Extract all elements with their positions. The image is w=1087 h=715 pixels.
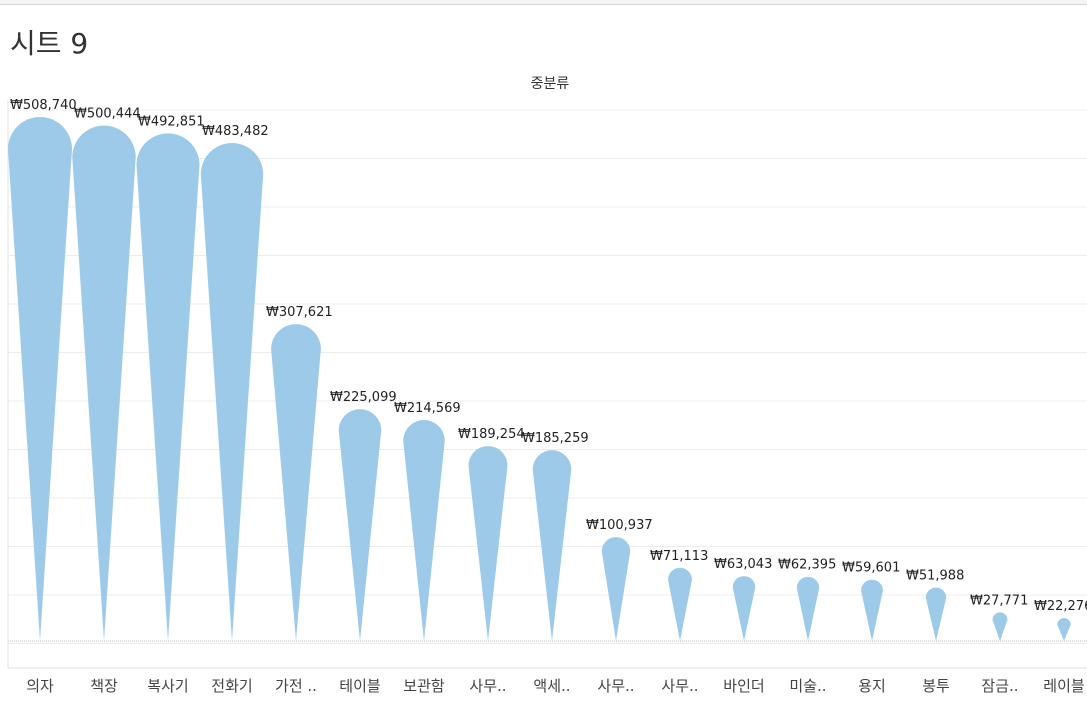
value-label: ₩51,988 [906, 568, 964, 583]
teardrop-mark[interactable] [8, 117, 72, 641]
category-label: 전화기 [211, 677, 252, 695]
category-label: 액세.. [533, 677, 570, 695]
value-label: ₩63,043 [714, 557, 772, 572]
teardrop-mark[interactable] [861, 579, 883, 641]
teardrop-mark[interactable] [72, 125, 136, 641]
category-label: 가전 .. [275, 677, 317, 695]
category-label: 사무.. [661, 677, 698, 695]
value-label: ₩214,569 [394, 401, 461, 416]
category-label: 용지 [858, 677, 886, 695]
value-label: ₩500,444 [74, 107, 141, 122]
category-label: 봉투 [922, 677, 950, 695]
teardrop-mark[interactable] [601, 537, 631, 641]
value-label: ₩189,254 [458, 427, 525, 442]
teardrop-mark[interactable] [992, 612, 1008, 641]
category-label: 의자 [26, 677, 54, 695]
value-label: ₩27,771 [970, 593, 1028, 608]
value-label: ₩185,259 [522, 431, 589, 446]
value-label: ₩100,937 [586, 518, 653, 533]
value-label: ₩62,395 [778, 558, 836, 573]
teardrop-mark[interactable] [338, 409, 382, 641]
teardrop-mark[interactable] [200, 143, 264, 641]
category-labels: 의자 책장 복사기 전화기 가전 .. 테이블 보관함 사무.. 액세.. 사무.. 사무.. 바인더… [26, 677, 1085, 695]
value-label: ₩71,113 [650, 549, 708, 564]
category-label: 사무.. [469, 677, 506, 695]
value-label: ₩483,482 [202, 124, 269, 139]
category-label: 레이블 [1043, 677, 1084, 695]
teardrop-mark[interactable] [271, 324, 321, 641]
top-toolbar-edge [0, 0, 1087, 5]
category-label: 책장 [90, 677, 118, 695]
value-label: ₩22,276 [1034, 599, 1087, 614]
teardrop-mark[interactable] [732, 576, 756, 641]
value-label: ₩307,621 [266, 305, 333, 320]
value-label: ₩508,740 [10, 98, 77, 113]
category-label: 복사기 [147, 677, 188, 695]
chart-marks [8, 117, 1071, 641]
teardrop-mark[interactable] [136, 133, 200, 641]
teardrop-mark[interactable] [532, 450, 572, 641]
value-label: ₩59,601 [842, 561, 900, 576]
category-label: 잠금.. [981, 677, 1018, 695]
category-label: 테이블 [339, 677, 380, 695]
teardrop-mark[interactable] [925, 587, 947, 641]
category-label: 미술.. [789, 677, 826, 695]
value-label: ₩225,099 [330, 390, 397, 405]
teardrop-mark[interactable] [668, 567, 692, 641]
category-label: 바인더 [723, 677, 764, 695]
teardrop-mark[interactable] [796, 576, 820, 641]
teardrop-mark[interactable] [1057, 618, 1071, 641]
category-label: 사무.. [597, 677, 634, 695]
sheet-title: 시트 9 [10, 27, 89, 60]
value-labels: ₩508,740₩500,444₩492,851₩483,482 ₩307,621… [10, 98, 1087, 614]
value-label: ₩492,851 [138, 114, 205, 129]
teardrop-mark[interactable] [468, 446, 508, 641]
teardrop-mark[interactable] [403, 419, 445, 641]
column-header: 중분류 [530, 76, 570, 92]
category-label: 보관함 [403, 677, 445, 695]
